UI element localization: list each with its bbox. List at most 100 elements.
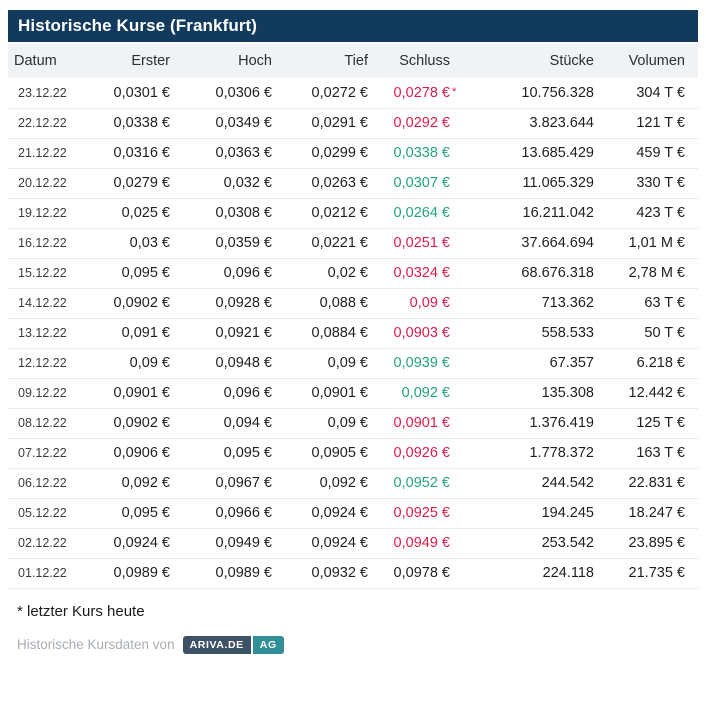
cell-hoch: 0,096 € — [183, 258, 285, 289]
table-row: 02.12.22 0,0924 € 0,0949 € 0,0924 € 0,09… — [8, 528, 698, 559]
cell-datum: 20.12.22 — [8, 168, 96, 199]
cell-volumen: 423 T € — [607, 198, 698, 229]
cell-volumen: 12.442 € — [607, 378, 698, 409]
cell-schluss: 0,0901 € — [381, 408, 463, 439]
cell-stuecke: 37.664.694 — [463, 228, 607, 259]
cell-datum: 06.12.22 — [8, 468, 96, 499]
cell-volumen: 6.218 € — [607, 348, 698, 379]
cell-tief: 0,09 € — [285, 348, 381, 379]
cell-stuecke: 11.065.329 — [463, 168, 607, 199]
cell-stuecke: 244.542 — [463, 468, 607, 499]
cell-hoch: 0,0928 € — [183, 288, 285, 319]
cell-hoch: 0,0359 € — [183, 228, 285, 259]
cell-datum: 23.12.22 — [8, 78, 96, 109]
cell-datum: 21.12.22 — [8, 138, 96, 169]
cell-volumen: 21.735 € — [607, 558, 698, 589]
cell-tief: 0,09 € — [285, 408, 381, 439]
cell-schluss: 0,0292 € — [381, 108, 463, 139]
ariva-logo-badge[interactable]: ARIVA.DE AG — [182, 635, 284, 654]
cell-datum: 08.12.22 — [8, 408, 96, 439]
table-row: 13.12.22 0,091 € 0,0921 € 0,0884 € 0,090… — [8, 318, 698, 349]
cell-hoch: 0,032 € — [183, 168, 285, 199]
cell-tief: 0,092 € — [285, 468, 381, 499]
cell-erster: 0,03 € — [96, 228, 183, 259]
cell-volumen: 2,78 M € — [607, 258, 698, 289]
cell-stuecke: 10.756.328 — [463, 78, 607, 109]
column-header-stuecke: Stücke — [463, 44, 607, 78]
cell-datum: 12.12.22 — [8, 348, 96, 379]
cell-stuecke: 713.362 — [463, 288, 607, 319]
cell-schluss: 0,0903 € — [381, 318, 463, 349]
cell-volumen: 125 T € — [607, 408, 698, 439]
cell-erster: 0,0301 € — [96, 78, 183, 109]
cell-schluss: 0,092 € — [381, 378, 463, 409]
table-header-row: Datum Erster Hoch Tief Schluss Stücke Vo… — [8, 44, 698, 78]
cell-schluss: 0,09 € — [381, 288, 463, 319]
cell-schluss: 0,0926 € — [381, 438, 463, 469]
prices-table: Datum Erster Hoch Tief Schluss Stücke Vo… — [8, 44, 698, 589]
table-body: 23.12.22 0,0301 € 0,0306 € 0,0272 € 0,02… — [8, 78, 698, 589]
table-row: 08.12.22 0,0902 € 0,094 € 0,09 € 0,0901 … — [8, 408, 698, 439]
cell-datum: 19.12.22 — [8, 198, 96, 229]
cell-schluss: 0,0978 € — [381, 558, 463, 589]
cell-hoch: 0,0989 € — [183, 558, 285, 589]
table-row: 12.12.22 0,09 € 0,0948 € 0,09 € 0,0939 €… — [8, 348, 698, 379]
cell-erster: 0,0902 € — [96, 408, 183, 439]
cell-tief: 0,088 € — [285, 288, 381, 319]
cell-datum: 22.12.22 — [8, 108, 96, 139]
cell-tief: 0,0291 € — [285, 108, 381, 139]
cell-tief: 0,0272 € — [285, 78, 381, 109]
cell-erster: 0,025 € — [96, 198, 183, 229]
cell-tief: 0,0932 € — [285, 558, 381, 589]
column-header-schluss: Schluss — [381, 44, 463, 78]
cell-hoch: 0,0349 € — [183, 108, 285, 139]
cell-datum: 15.12.22 — [8, 258, 96, 289]
cell-tief: 0,0212 € — [285, 198, 381, 229]
cell-erster: 0,0279 € — [96, 168, 183, 199]
cell-schluss: 0,0925 € — [381, 498, 463, 529]
table-row: 22.12.22 0,0338 € 0,0349 € 0,0291 € 0,02… — [8, 108, 698, 139]
cell-volumen: 23.895 € — [607, 528, 698, 559]
cell-datum: 07.12.22 — [8, 438, 96, 469]
cell-tief: 0,0924 € — [285, 528, 381, 559]
cell-schluss: 0,0324 € — [381, 258, 463, 289]
cell-datum: 05.12.22 — [8, 498, 96, 529]
cell-stuecke: 558.533 — [463, 318, 607, 349]
cell-erster: 0,0316 € — [96, 138, 183, 169]
column-header-volumen: Volumen — [607, 44, 698, 78]
column-header-erster: Erster — [96, 44, 183, 78]
cell-erster: 0,092 € — [96, 468, 183, 499]
cell-stuecke: 253.542 — [463, 528, 607, 559]
cell-erster: 0,0902 € — [96, 288, 183, 319]
cell-erster: 0,095 € — [96, 258, 183, 289]
cell-schluss: 0,0952 € — [381, 468, 463, 499]
cell-tief: 0,0924 € — [285, 498, 381, 529]
cell-stuecke: 135.308 — [463, 378, 607, 409]
cell-stuecke: 13.685.429 — [463, 138, 607, 169]
cell-volumen: 18.247 € — [607, 498, 698, 529]
cell-schluss: 0,0949 € — [381, 528, 463, 559]
cell-hoch: 0,0308 € — [183, 198, 285, 229]
cell-volumen: 121 T € — [607, 108, 698, 139]
attribution-footer: Historische Kursdaten von ARIVA.DE AG — [17, 635, 698, 654]
cell-schluss: 0,0251 € — [381, 228, 463, 259]
cell-volumen: 163 T € — [607, 438, 698, 469]
cell-stuecke: 68.676.318 — [463, 258, 607, 289]
cell-stuecke: 3.823.644 — [463, 108, 607, 139]
table-row: 09.12.22 0,0901 € 0,096 € 0,0901 € 0,092… — [8, 378, 698, 409]
cell-stuecke: 16.211.042 — [463, 198, 607, 229]
table-row: 20.12.22 0,0279 € 0,032 € 0,0263 € 0,030… — [8, 168, 698, 199]
table-row: 06.12.22 0,092 € 0,0967 € 0,092 € 0,0952… — [8, 468, 698, 499]
table-row: 07.12.22 0,0906 € 0,095 € 0,0905 € 0,092… — [8, 438, 698, 469]
ariva-logo-primary: ARIVA.DE — [182, 635, 251, 654]
cell-schluss: 0,0338 € — [381, 138, 463, 169]
cell-hoch: 0,0949 € — [183, 528, 285, 559]
cell-tief: 0,02 € — [285, 258, 381, 289]
cell-schluss: 0,0278 € * — [381, 78, 463, 109]
cell-datum: 02.12.22 — [8, 528, 96, 559]
table-row: 15.12.22 0,095 € 0,096 € 0,02 € 0,0324 €… — [8, 258, 698, 289]
cell-hoch: 0,094 € — [183, 408, 285, 439]
cell-stuecke: 67.357 — [463, 348, 607, 379]
cell-erster: 0,0924 € — [96, 528, 183, 559]
cell-erster: 0,0901 € — [96, 378, 183, 409]
